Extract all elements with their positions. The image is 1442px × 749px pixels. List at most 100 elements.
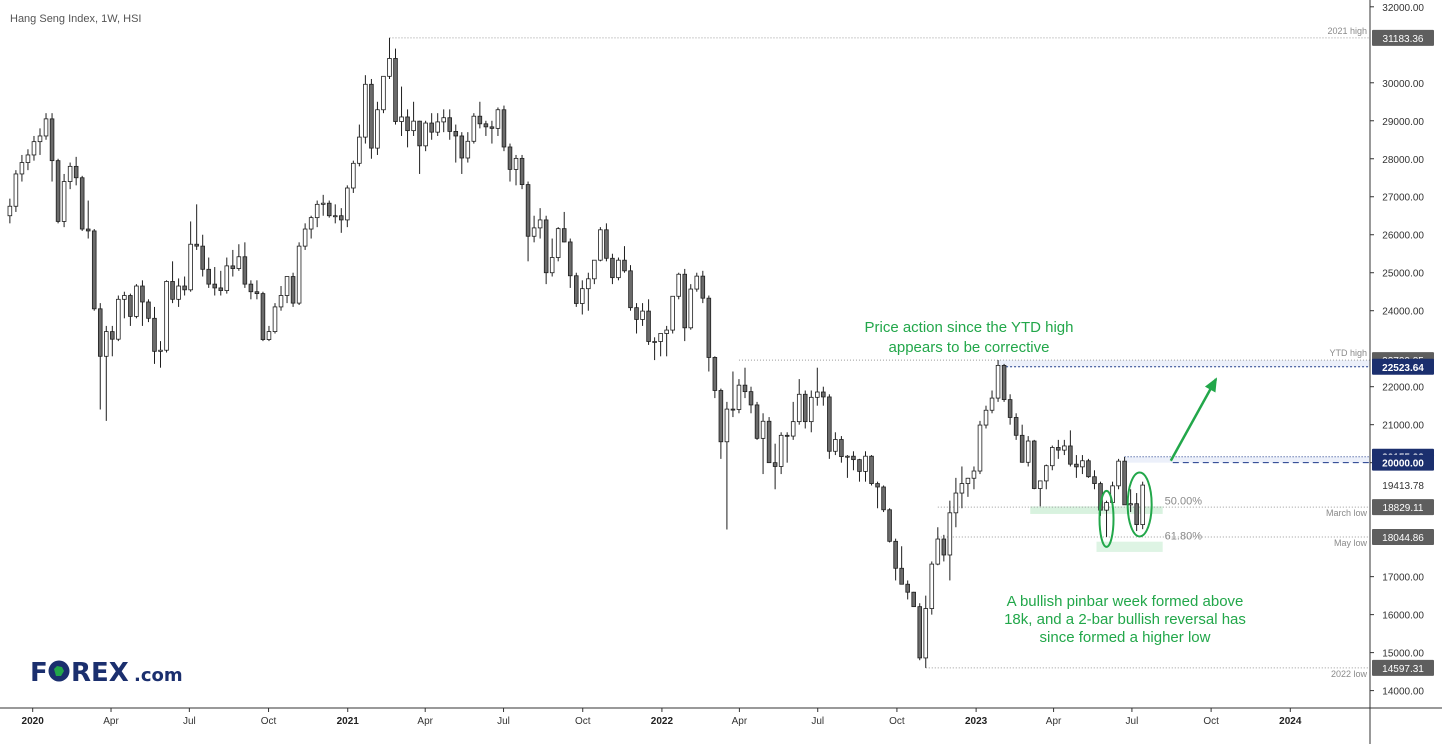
- candle: [845, 455, 850, 478]
- y-tick-label: 32000.00: [1382, 3, 1424, 14]
- candle-body-up: [375, 109, 380, 149]
- candle-body-down: [700, 275, 706, 299]
- candle-body-down: [200, 245, 205, 270]
- candle-body-down: [748, 391, 754, 406]
- candle-body-up: [43, 118, 49, 137]
- candle: [248, 280, 254, 300]
- candle: [254, 280, 260, 300]
- candle: [724, 401, 730, 530]
- candle: [863, 451, 868, 482]
- candle-body-down: [206, 268, 211, 285]
- y-tick-label: 27000.00: [1382, 193, 1424, 204]
- candle: [941, 534, 947, 562]
- candle: [260, 291, 266, 342]
- y-tick-label: 30000.00: [1382, 79, 1424, 90]
- candle-body-down: [712, 357, 718, 391]
- y-tick-label: 17000.00: [1382, 573, 1424, 584]
- candle: [411, 101, 416, 136]
- candle: [375, 101, 380, 155]
- candle-body-down: [489, 126, 495, 129]
- candle-body-down: [97, 308, 103, 357]
- candle: [242, 242, 248, 288]
- candle-body-down: [254, 291, 260, 295]
- candle-body-up: [441, 117, 446, 123]
- y-tick-label: 22000.00: [1382, 383, 1424, 394]
- candle-body-up: [351, 162, 356, 189]
- candle-body-down: [881, 486, 886, 511]
- candle: [525, 181, 531, 262]
- candle: [230, 249, 236, 277]
- candle-body-down: [1068, 445, 1073, 465]
- candle: [555, 227, 561, 262]
- x-tick-label: 2021: [337, 716, 360, 727]
- candle-body-down: [152, 317, 157, 352]
- candle: [658, 333, 663, 357]
- candle-body-down: [869, 455, 874, 484]
- candle: [465, 132, 471, 163]
- candle: [604, 223, 609, 262]
- candle: [784, 432, 790, 463]
- candle: [170, 261, 175, 304]
- x-axis-panel: [0, 708, 1442, 744]
- candle: [923, 595, 929, 668]
- candle-body-down: [646, 310, 651, 342]
- level-note: 2021 high: [1327, 26, 1367, 36]
- candle: [164, 280, 169, 353]
- candle-body-up: [176, 285, 181, 300]
- candle: [357, 124, 362, 167]
- candle-body-up: [302, 228, 308, 247]
- candle-body-down: [706, 297, 712, 358]
- candle-body-up: [790, 421, 796, 437]
- candle-body-up: [399, 116, 404, 122]
- candle: [574, 272, 579, 307]
- candle-body-down: [1056, 447, 1061, 451]
- candle-body-up: [676, 273, 681, 297]
- x-tick-label: Jul: [1126, 716, 1139, 727]
- candle-body-up: [345, 187, 350, 221]
- candle-body-down: [917, 606, 922, 659]
- candle: [447, 109, 453, 140]
- candle-body-up: [224, 265, 230, 291]
- candle: [429, 113, 434, 140]
- candle-body-up: [1025, 440, 1031, 463]
- price-tag-bg: [1372, 659, 1434, 676]
- price-tag: 14597.31: [1372, 659, 1434, 676]
- candle-body-down: [453, 131, 459, 137]
- candle: [339, 208, 344, 233]
- chart-title: Hang Seng Index, 1W, HSI: [10, 13, 141, 25]
- annotation-bottom-line: since formed a higher low: [1040, 629, 1211, 646]
- level-note: May low: [1334, 538, 1368, 548]
- candle-body-up: [989, 397, 995, 411]
- lines-layer: [389, 37, 1370, 669]
- candle: [598, 227, 603, 262]
- candle-body-down: [85, 228, 91, 232]
- candle-body-up: [724, 408, 730, 443]
- candle-body-up: [833, 439, 838, 452]
- candle: [929, 561, 935, 615]
- candle: [857, 458, 862, 482]
- candle: [399, 86, 404, 136]
- candle-body-up: [25, 154, 31, 163]
- candle: [140, 280, 145, 326]
- candle-body-down: [525, 184, 531, 237]
- candle: [194, 204, 199, 250]
- candle: [567, 238, 573, 288]
- annotation-top-line: appears to be corrective: [889, 339, 1050, 356]
- y-tick-label: 28000.00: [1382, 155, 1424, 166]
- candle-body-down: [887, 509, 892, 542]
- candle-body-up: [314, 203, 320, 219]
- logo-wordmark-f: F: [30, 658, 48, 688]
- candle-body-down: [459, 135, 465, 159]
- bullish-arrow-line: [1169, 378, 1218, 462]
- candle: [495, 107, 501, 136]
- candle-body-down: [1134, 503, 1139, 525]
- candle: [1074, 455, 1079, 478]
- candle-body-down: [802, 393, 808, 423]
- candle: [712, 356, 718, 399]
- candle-body-up: [1062, 445, 1067, 451]
- candle-body-down: [1007, 399, 1013, 418]
- candle-body-down: [194, 243, 199, 247]
